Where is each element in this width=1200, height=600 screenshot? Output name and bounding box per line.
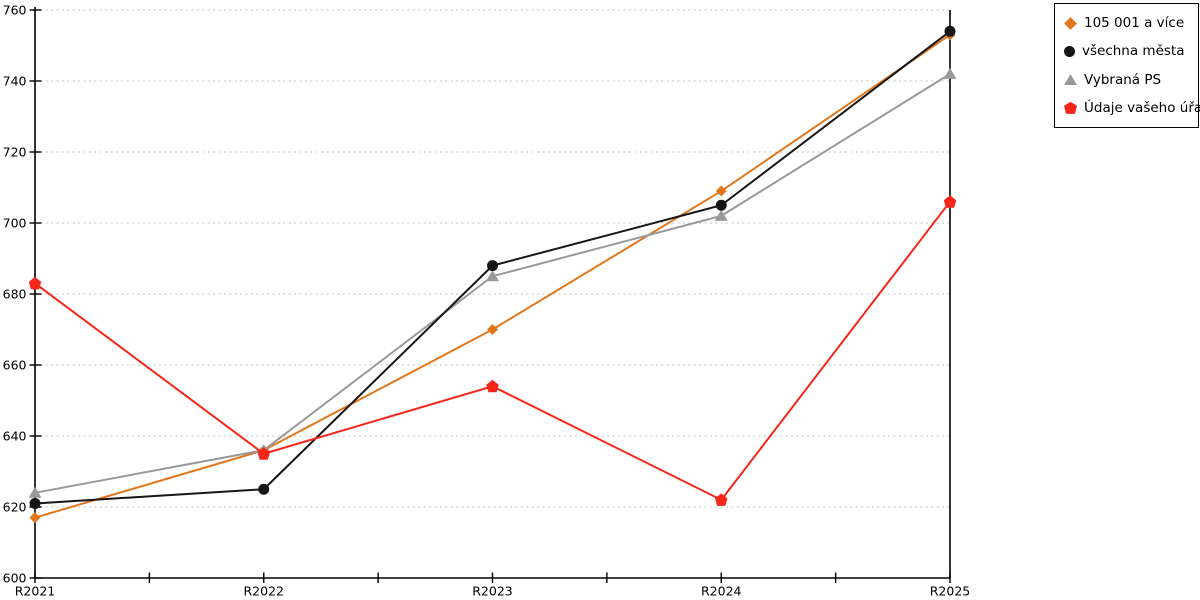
point-105-001-a-vice-R2023 [487, 324, 498, 335]
triangle-marker-icon [1064, 74, 1077, 86]
pentagon-marker-icon [1064, 101, 1077, 114]
circle-marker-icon [1064, 45, 1075, 57]
legend-item-udaje-vaseho-uradu: Údaje vašeho úřadu [1064, 100, 1200, 116]
y-axis-label: 640 [3, 428, 27, 443]
x-axis-label: R2023 [472, 584, 513, 599]
point-vsechna-mesta-R2021 [29, 497, 41, 509]
point-vybrana-ps-R2023 [486, 270, 499, 282]
legend-item-105-001-a-vice: 105 001 a více [1064, 15, 1194, 31]
point-udaje-vaseho-uradu-R2022 [257, 447, 270, 460]
y-axis-label: 660 [3, 357, 27, 372]
x-axis-label: R2024 [701, 584, 742, 599]
x-axis-label: R2021 [15, 584, 56, 599]
y-axis-label: 720 [3, 144, 27, 159]
legend: 105 001 a více všechna města Vybraná PS … [1054, 3, 1200, 128]
legend-label: Vybraná PS [1084, 71, 1162, 88]
y-axis-label: 620 [3, 499, 27, 514]
point-udaje-vaseho-uradu-R2021 [28, 276, 42, 290]
diamond-marker-icon [1064, 16, 1077, 30]
y-axis-label: 700 [3, 215, 27, 230]
y-axis-label: 680 [3, 286, 27, 301]
legend-item-vybrana-ps: Vybraná PS [1064, 72, 1194, 88]
x-axis-label: R2022 [244, 584, 285, 599]
point-udaje-vaseho-uradu-R2025 [943, 195, 957, 208]
y-axis-label: 760 [3, 2, 27, 17]
point-vybrana-ps-R2024 [714, 209, 728, 221]
point-vsechna-mesta-R2023 [487, 260, 498, 272]
point-105-001-a-vice-R2024 [715, 185, 727, 197]
legend-label: Údaje vašeho úřadu [1084, 99, 1200, 116]
point-udaje-vaseho-uradu-R2024 [715, 493, 728, 506]
legend-item-vsechna-mesta: všechna města [1064, 43, 1194, 59]
point-udaje-vaseho-uradu-R2023 [486, 379, 499, 393]
point-105-001-a-vice-R2021 [29, 512, 41, 524]
point-vybrana-ps-R2025 [943, 67, 957, 79]
point-vybrana-ps-R2021 [28, 486, 42, 498]
line-udaje-vaseho-uradu [34, 201, 951, 501]
y-axis-label: 600 [3, 570, 27, 585]
point-vsechna-mesta-R2022 [258, 483, 270, 495]
point-vsechna-mesta-R2024 [715, 199, 727, 211]
point-vsechna-mesta-R2025 [944, 25, 956, 37]
legend-label: 105 001 a více [1084, 15, 1185, 32]
y-axis-label: 740 [3, 73, 27, 88]
legend-label: všechna města [1082, 43, 1185, 60]
x-axis-label: R2025 [930, 584, 971, 599]
